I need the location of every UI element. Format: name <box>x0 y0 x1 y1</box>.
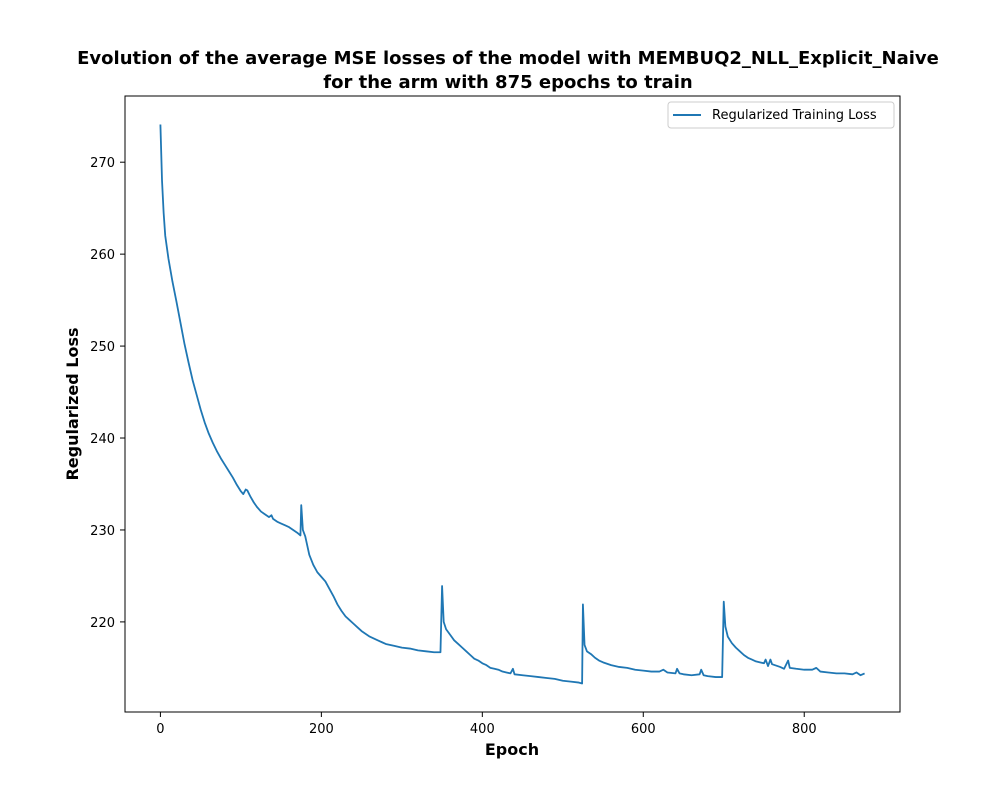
y-tick-label: 270 <box>90 156 115 171</box>
chart-title-line2: for the arm with 875 epochs to train <box>323 72 692 93</box>
y-axis-label: Regularized Loss <box>63 327 82 480</box>
series-line-regularized-training-loss <box>159 124 865 685</box>
series-group <box>159 124 865 685</box>
y-tick-label: 220 <box>90 616 115 631</box>
x-tick-label: 200 <box>309 722 334 737</box>
chart-title-line1: Evolution of the average MSE losses of t… <box>77 48 939 69</box>
x-tick-label: 800 <box>792 722 817 737</box>
legend[interactable]: Regularized Training Loss <box>667 101 895 129</box>
plot-frame <box>124 95 901 713</box>
y-tick-label: 230 <box>90 524 115 539</box>
x-tick-label: 400 <box>470 722 495 737</box>
x-axis-label: Epoch <box>485 740 539 759</box>
plot-area <box>124 95 901 713</box>
y-tick-label: 240 <box>90 432 115 447</box>
y-axis: 220 230 240 250 260 270 <box>90 156 125 631</box>
legend-entry-label: Regularized Training Loss <box>712 108 877 123</box>
x-axis: 0 200 400 600 800 <box>156 712 817 737</box>
y-tick-label: 260 <box>90 248 115 263</box>
x-tick-label: 600 <box>631 722 656 737</box>
legend-box <box>667 101 895 129</box>
y-tick-label: 250 <box>90 340 115 355</box>
x-tick-label: 0 <box>156 722 164 737</box>
